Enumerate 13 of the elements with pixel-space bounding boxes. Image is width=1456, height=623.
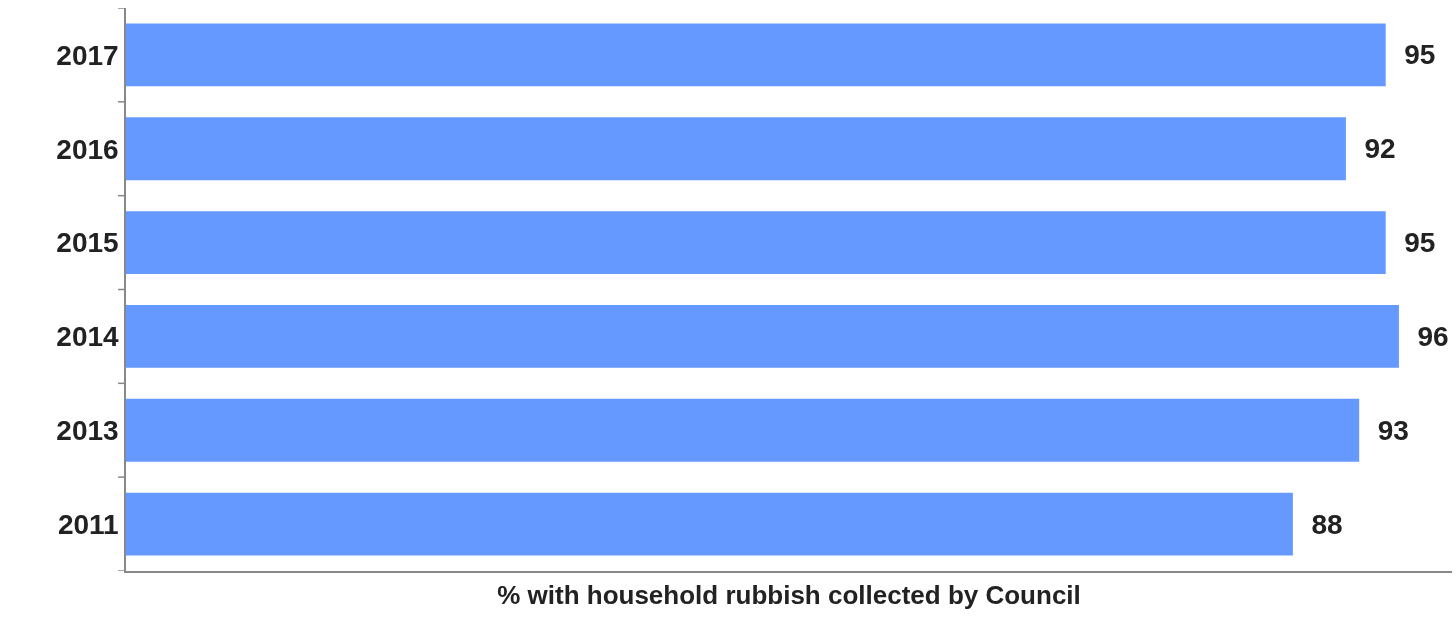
y-tick-label: 2016 <box>56 133 119 165</box>
y-tick-label: 2015 <box>56 227 119 259</box>
y-tick-label: 2014 <box>56 321 120 353</box>
data-label: 95 <box>1404 227 1436 259</box>
data-label: 88 <box>1311 508 1343 540</box>
x-axis-title: % with household rubbish collected by Council <box>497 579 1081 610</box>
data-label: 96 <box>1417 320 1449 352</box>
data-label: 93 <box>1377 414 1409 446</box>
data-label: 95 <box>1404 39 1436 71</box>
y-tick-label: 2011 <box>57 508 119 540</box>
y-tick-label: 2013 <box>56 415 119 447</box>
data-label: 92 <box>1364 133 1396 165</box>
y-tick-label: 2017 <box>56 39 119 71</box>
